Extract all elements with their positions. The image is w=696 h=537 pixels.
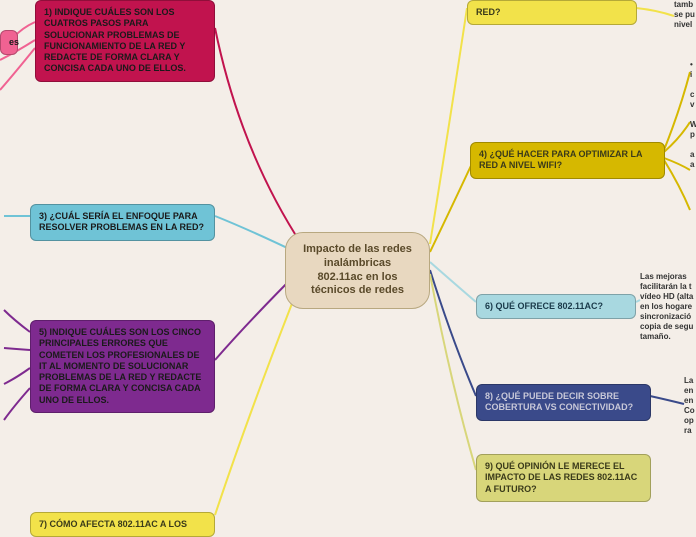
branch-node[interactable]: 5) INDIQUE CUÁLES SON LOS CINCO PRINCIPA… [30, 320, 215, 413]
branch-node[interactable]: 3) ¿CUÁL SERÍA EL ENFOQUE PARA RESOLVER … [30, 204, 215, 241]
branch-node[interactable]: RED? [467, 0, 637, 25]
branch-node[interactable]: es [0, 30, 18, 55]
annotation-text: La en en Co op ra [684, 376, 696, 436]
branch-node[interactable]: 7) CÓMO AFECTA 802.11AC A LOS [30, 512, 215, 537]
node-label: • i c v W p a a [690, 60, 696, 169]
node-label: tamb se pu nivel [674, 0, 695, 29]
branch-node[interactable]: 6) QUÉ OFRECE 802.11AC? [476, 294, 636, 319]
central-topic-label: Impacto de las redes inalámbricas 802.11… [303, 243, 412, 296]
annotation-text: • i c v W p a a [690, 60, 696, 210]
annotation-text: tamb se pu nivel [674, 0, 696, 40]
node-label: 6) QUÉ OFRECE 802.11AC? [485, 301, 603, 311]
branch-node[interactable]: 1) INDIQUE CUÁLES SON LOS CUATROS PASOS … [35, 0, 215, 82]
node-label: 4) ¿QUÉ HACER PARA OPTIMIZAR LA RED A NI… [479, 149, 642, 170]
node-label: 3) ¿CUÁL SERÍA EL ENFOQUE PARA RESOLVER … [39, 211, 204, 232]
node-label: 5) INDIQUE CUÁLES SON LOS CINCO PRINCIPA… [39, 327, 201, 405]
branch-node[interactable]: 4) ¿QUÉ HACER PARA OPTIMIZAR LA RED A NI… [470, 142, 665, 179]
annotation-text: Las mejoras facilitarán la t vídeo HD (a… [640, 272, 696, 342]
node-label: 1) INDIQUE CUÁLES SON LOS CUATROS PASOS … [44, 7, 186, 73]
node-label: 8) ¿QUÉ PUEDE DECIR SOBRE COBERTURA VS C… [485, 391, 633, 412]
node-label: La en en Co op ra [684, 376, 695, 435]
node-label: RED? [476, 7, 501, 17]
branch-node[interactable]: 8) ¿QUÉ PUEDE DECIR SOBRE COBERTURA VS C… [476, 384, 651, 421]
central-topic[interactable]: Impacto de las redes inalámbricas 802.11… [285, 232, 430, 309]
branch-node[interactable]: 9) QUÉ OPINIÓN LE MERECE EL IMPACTO DE L… [476, 454, 651, 502]
node-label: Las mejoras facilitarán la t vídeo HD (a… [640, 272, 693, 341]
node-label: 7) CÓMO AFECTA 802.11AC A LOS [39, 519, 187, 529]
node-label: 9) QUÉ OPINIÓN LE MERECE EL IMPACTO DE L… [485, 461, 637, 494]
node-label: es [9, 37, 19, 47]
